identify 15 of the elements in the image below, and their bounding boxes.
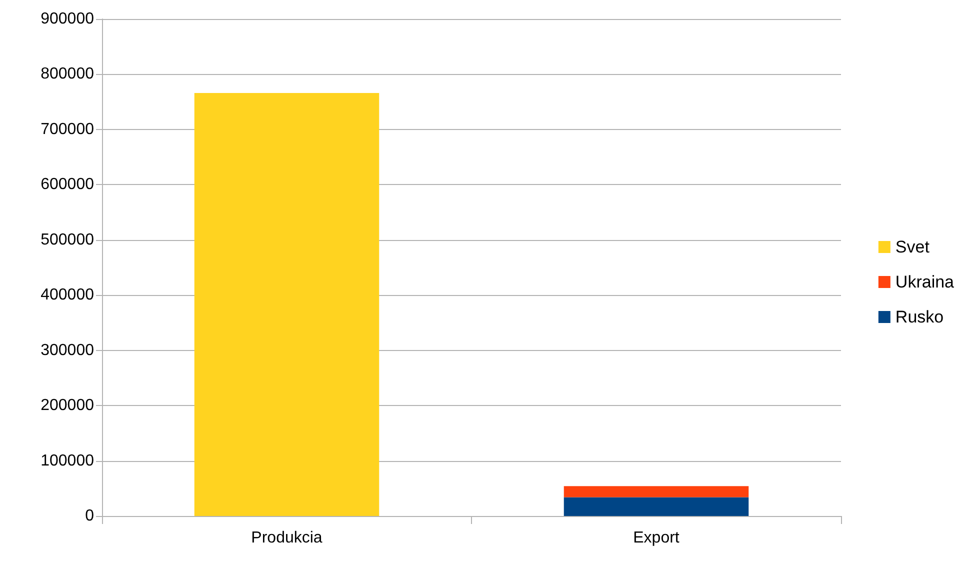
x-tick-label: Produkcia	[251, 530, 322, 546]
y-tick-label: 200000	[40, 397, 94, 414]
y-tick-label: 800000	[40, 66, 94, 83]
legend-label: Ukraina	[895, 272, 955, 292]
y-tick-label: 300000	[40, 342, 94, 359]
y-tick-label: 400000	[40, 286, 94, 304]
y-tick-label: 600000	[40, 176, 94, 194]
x-tick-label: Export	[633, 530, 680, 546]
y-tick-label: 500000	[40, 231, 94, 248]
legend-label: Svet	[895, 238, 930, 256]
y-tick-label: 700000	[40, 120, 94, 138]
y-tick-label: 100000	[40, 452, 94, 470]
y-tick-label: 900000	[40, 10, 94, 28]
y-tick-label: 0	[85, 508, 94, 524]
legend-label: Rusko	[895, 308, 944, 326]
